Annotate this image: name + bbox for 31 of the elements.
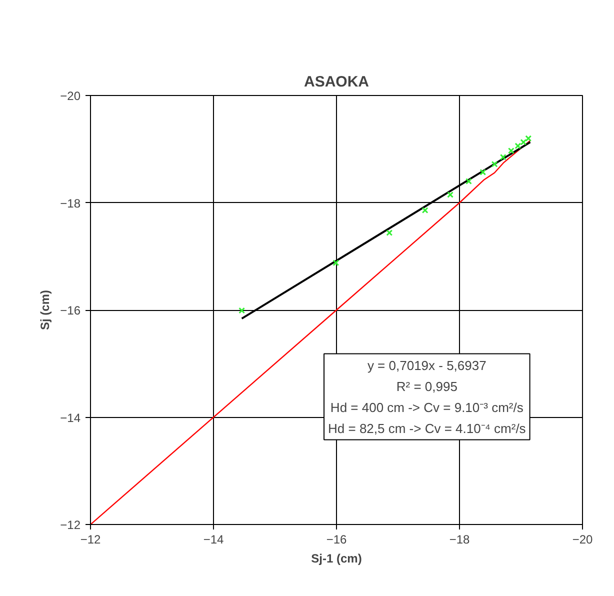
point: [500, 154, 506, 160]
point: [386, 230, 393, 236]
x-axis-title: Sj-1 (cm): [311, 552, 362, 566]
annotation: R² = 0,995: [396, 378, 458, 394]
x-tick-label: −16: [326, 532, 348, 546]
point: [238, 307, 246, 314]
point: [422, 207, 428, 214]
point: [447, 191, 454, 198]
point: [508, 148, 514, 154]
point: [491, 160, 498, 168]
point: [332, 260, 340, 266]
y-tick-label: −20: [60, 89, 81, 103]
x-tick-label: −12: [80, 532, 102, 546]
point: [525, 135, 532, 142]
y-tick-label: −12: [60, 518, 81, 532]
point: [480, 168, 486, 176]
line-series: [90, 140, 531, 524]
annotation: Hd = 400 cm -> Cv = 9.10⁻³ cm²/s: [330, 400, 524, 415]
point: [520, 138, 527, 146]
x-tick-label: −18: [449, 532, 470, 546]
y-axis-title: Sj (cm): [38, 290, 52, 330]
annotation: Hd = 82,5 cm -> Cv = 4.10⁻⁴ cm²/s: [328, 420, 526, 436]
y-tick-label: −18: [60, 196, 81, 210]
y-tick-label: −14: [60, 410, 81, 425]
point: [466, 178, 472, 185]
x-tick-label: −20: [572, 532, 594, 546]
y-tick-label: −16: [60, 304, 81, 318]
chart-title: ASAOKA: [304, 74, 370, 90]
point: [514, 142, 522, 150]
x-tick-label: −14: [203, 532, 224, 546]
annotation: y = 0,7019x - 5,6937: [367, 358, 486, 373]
